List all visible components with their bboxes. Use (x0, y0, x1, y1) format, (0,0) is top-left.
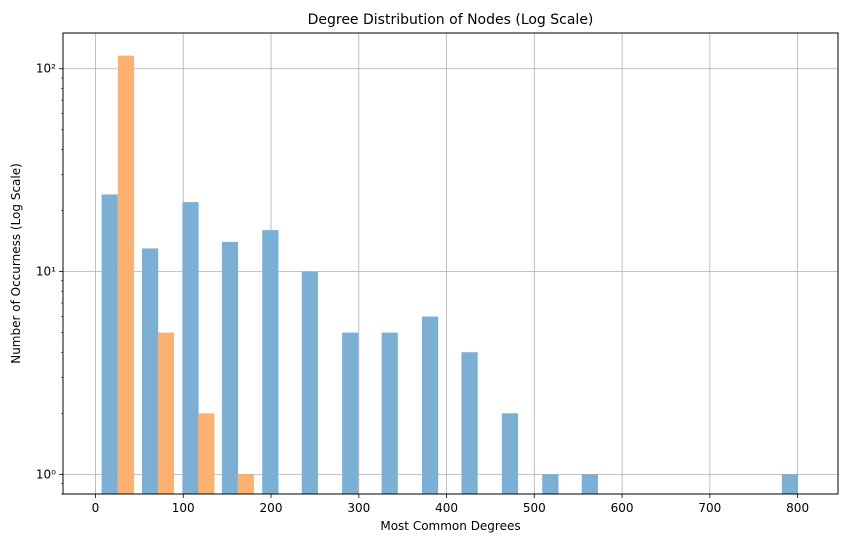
bars (101, 55, 799, 495)
bar-series-1 (101, 194, 118, 494)
bar-series-2 (198, 413, 215, 494)
bar-series-2 (237, 474, 254, 494)
bar-series-1 (342, 332, 359, 494)
bar-series-1 (542, 474, 559, 494)
y-tick-label: 10² (36, 62, 56, 76)
bar-series-1 (221, 241, 239, 494)
axis-ticks: 0 100 200 300 400 500 600 700 800 10⁰ 10¹ 10² (36, 62, 809, 515)
x-tick-label: 100 (172, 501, 195, 515)
bar-series-1 (501, 413, 519, 494)
bar-series-1 (301, 271, 318, 494)
x-tick-label: 600 (611, 501, 634, 515)
x-tick-label: 700 (698, 501, 721, 515)
x-tick-label: 0 (92, 501, 100, 515)
bar-series-2 (157, 332, 175, 494)
grid (63, 33, 838, 494)
x-tick-label: 500 (523, 501, 546, 515)
bar-series-1 (581, 474, 598, 494)
bar-series-1 (421, 316, 439, 494)
x-tick-label: 800 (786, 501, 809, 515)
y-tick-label: 10⁰ (36, 467, 56, 481)
x-tick-label: 300 (347, 501, 370, 515)
y-tick-label: 10¹ (36, 265, 56, 279)
x-tick-label: 200 (260, 501, 283, 515)
bar-series-1 (262, 230, 279, 494)
bar-series-1 (781, 474, 799, 494)
x-tick-label: 400 (435, 501, 458, 515)
bar-series-1 (182, 202, 199, 495)
y-axis-label: Number of Occurness (Log Scale) (9, 163, 23, 364)
plot-area (62, 32, 839, 495)
bar-series-1 (381, 332, 398, 494)
bar-series-1 (141, 248, 159, 494)
x-axis-label: Most Common Degrees (380, 519, 520, 533)
bar-series-2 (117, 55, 135, 495)
chart-title: Degree Distribution of Nodes (Log Scale) (308, 12, 594, 28)
bar-series-1 (461, 352, 478, 494)
